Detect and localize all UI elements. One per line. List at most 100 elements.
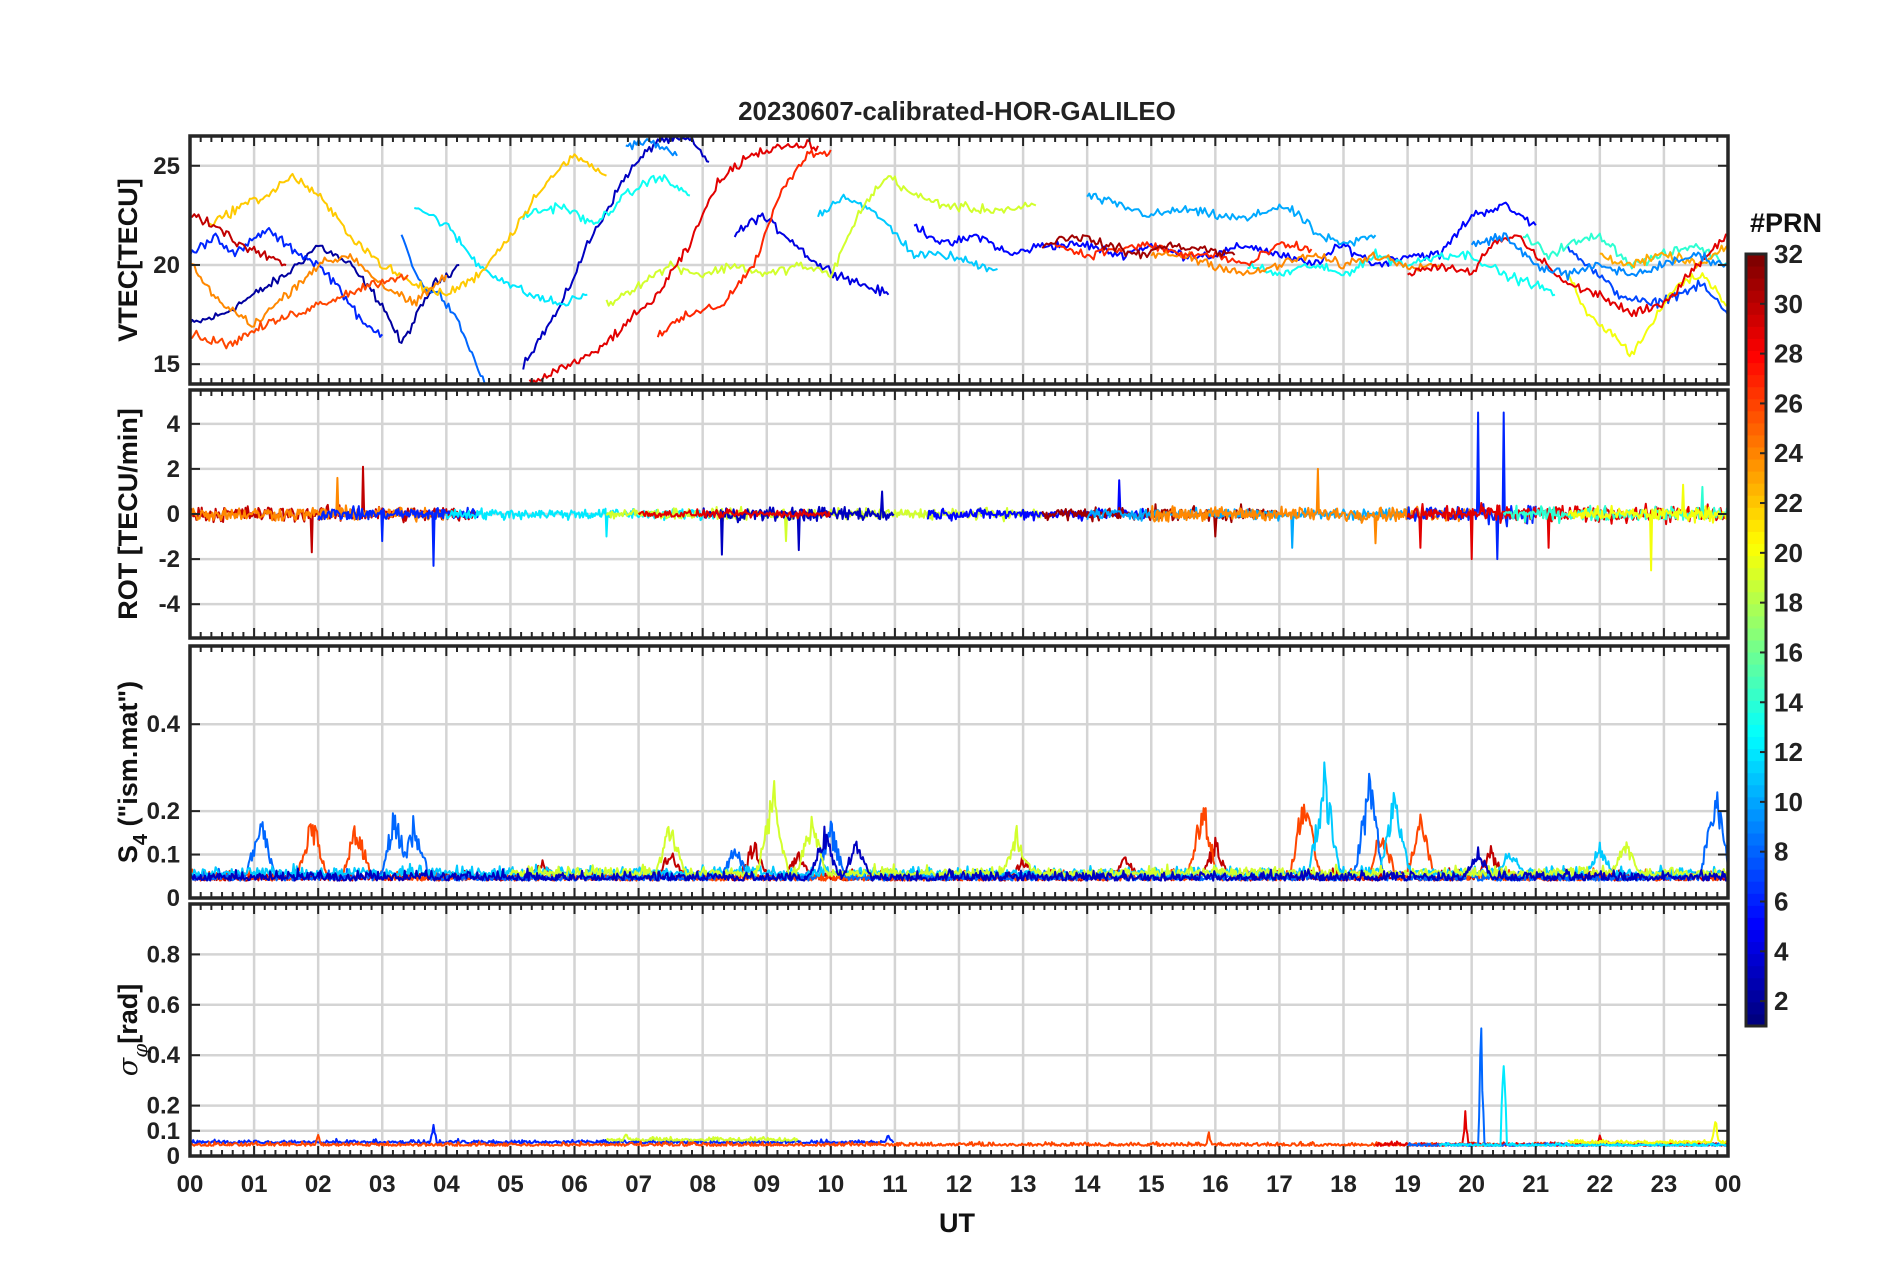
x-tick-label: 16 [1202, 1171, 1229, 1198]
x-tick-label: 18 [1330, 1171, 1357, 1198]
ticks-rot: -4 -2 0 2 4 [159, 390, 1729, 638]
series-line-prn-13 [522, 174, 691, 225]
colorbar-tick-label: 28 [1774, 339, 1803, 369]
grid-s4 [188, 646, 1730, 900]
colorbar-segment [1746, 893, 1766, 906]
colorbar-tick-label: 10 [1774, 787, 1803, 817]
y-tick-label: 0.6 [147, 992, 180, 1019]
series-line-prn-22 [208, 153, 607, 297]
series-line-prn-13 [1247, 248, 1556, 297]
x-tick-label: 13 [1010, 1171, 1037, 1198]
colorbar-segment [1746, 736, 1766, 750]
colorbar-segment [1746, 977, 1766, 991]
colorbar-segment [1746, 254, 1766, 267]
series-line-prn-31 [1041, 234, 1236, 260]
colorbar-segment [1746, 652, 1766, 665]
series-line-prn-20 [1566, 272, 1728, 358]
colorbar-segment [1746, 531, 1766, 544]
colorbar-segment [1746, 447, 1766, 460]
series-line-prn-4 [733, 212, 890, 297]
series-line-prn-20 [1567, 1121, 1728, 1145]
series-line-prn-10 [1086, 192, 1377, 247]
x-tick-label: 11 [882, 1171, 907, 1198]
series-vtec [190, 136, 1728, 384]
colorbar-segment [1746, 579, 1766, 593]
colorbar-segment [1746, 627, 1766, 641]
colorbar-segment [1746, 772, 1766, 786]
colorbar-segment [1746, 808, 1766, 822]
colorbar-tick-label: 12 [1774, 737, 1803, 767]
y-tick-label: 0.4 [147, 1042, 181, 1069]
colorbar-segment [1746, 905, 1766, 918]
colorbar-segment [1746, 1013, 1766, 1027]
colorbar-segment [1746, 302, 1766, 315]
x-tick-label: 07 [625, 1171, 652, 1198]
colorbar-segment [1746, 869, 1766, 882]
colorbar-segment [1746, 953, 1766, 967]
colorbar-segment [1746, 386, 1766, 400]
series-line-prn-11 [817, 193, 998, 273]
y-tick-label: 15 [153, 351, 180, 378]
colorbar-tick-label: 20 [1774, 538, 1803, 568]
colorbar-segment [1746, 374, 1766, 388]
y-tick-label: 20 [153, 252, 180, 279]
colorbar-segment [1746, 989, 1766, 1003]
series-line-prn-24 [190, 253, 448, 328]
series-line-prn-12 [414, 207, 588, 307]
series-line-prn-26 [190, 273, 409, 350]
x-tick-label: 03 [369, 1171, 396, 1198]
colorbar-segment [1746, 519, 1766, 532]
x-tick-label: 01 [241, 1171, 268, 1198]
colorbar-segment [1746, 676, 1766, 689]
series-line-prn-31 [1041, 503, 1280, 538]
ticks-sigma_phi: 00.10.2 0.4 0.6 0.8 [147, 904, 1729, 1170]
colorbar-segment [1746, 664, 1766, 677]
colorbar-tick-label: 18 [1774, 588, 1803, 618]
series-line-prn-29 [637, 508, 831, 520]
series-line-prn-27 [656, 149, 832, 338]
ticks-s4: 0 0.1 0.2 0.4 [147, 646, 1729, 912]
y-tick-label: 0.2 [147, 798, 180, 825]
colorbar-tick-label: 8 [1774, 837, 1788, 867]
colorbar-segment [1746, 338, 1766, 351]
panel-s4: 0 0.1 0.2 0.4S4 ("ism.mat") [113, 644, 1730, 912]
colorbar-segment [1746, 410, 1766, 424]
colorbar-segment [1746, 760, 1766, 774]
colorbar-segment [1746, 700, 1766, 713]
x-tick-label: 06 [561, 1171, 588, 1198]
series-line-prn-9 [1470, 232, 1728, 281]
colorbar-segment [1746, 881, 1766, 894]
series-line-prn-19 [509, 780, 1728, 878]
series-line-prn-14 [1522, 232, 1728, 270]
y-tick-label: 4 [167, 411, 181, 438]
x-tick-label: 14 [1074, 1171, 1101, 1198]
y-tick-label: -4 [159, 591, 181, 618]
series-line-prn-30 [190, 213, 287, 267]
colorbar-segment [1746, 471, 1766, 484]
colorbar-segment [1746, 326, 1766, 339]
colorbar-segment [1746, 314, 1766, 327]
x-tick-label: 15 [1138, 1171, 1165, 1198]
series-line-prn-23 [1599, 244, 1728, 269]
colorbar-tick-label: 6 [1774, 886, 1788, 916]
colorbar-segment [1746, 507, 1766, 520]
x-tick-label: 10 [817, 1171, 844, 1198]
series-line-prn-24 [1150, 250, 1441, 277]
colorbar-tick-label: 26 [1774, 388, 1803, 418]
colorbar-segment [1746, 712, 1766, 725]
colorbar-segment [1746, 748, 1766, 762]
colorbar-segment [1746, 917, 1766, 930]
x-tick-label: 09 [753, 1171, 780, 1198]
chart-title: 20230607-calibrated-HOR-GALILEO [738, 96, 1176, 126]
x-tick-label: 04 [433, 1171, 460, 1198]
colorbar-segment [1746, 820, 1766, 834]
series-line-prn-19 [605, 1133, 799, 1142]
y-tick-label: 25 [153, 153, 180, 180]
x-tick-label: 21 [1522, 1171, 1549, 1198]
y-tick-label: 0 [167, 501, 180, 528]
colorbar-segment [1746, 266, 1766, 279]
series-line-prn-29 [1407, 233, 1728, 318]
grid-sigma_phi [188, 904, 1730, 1158]
